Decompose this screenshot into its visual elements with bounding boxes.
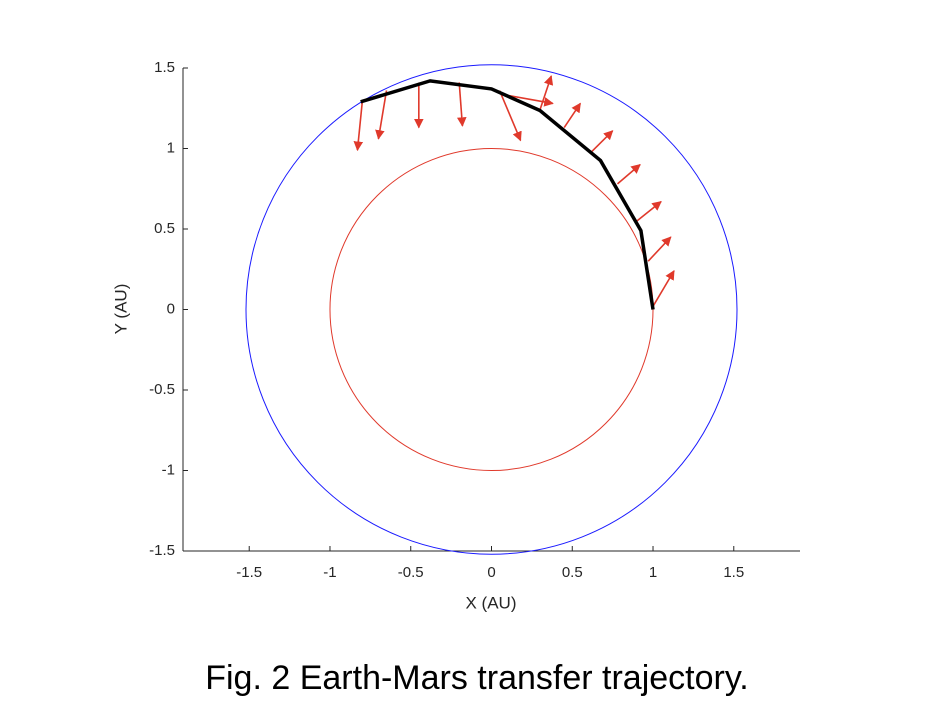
y-axis-label: Y (AU) [111, 284, 130, 335]
thrust-arrow [647, 236, 672, 262]
thrust-arrow [456, 82, 467, 127]
x-tick-label: -1.5 [236, 564, 262, 581]
thrust-arrow [616, 163, 641, 185]
x-tick-label: 0.5 [562, 564, 583, 581]
thrust-arrow [539, 75, 554, 111]
thrust-arrow [375, 90, 388, 140]
y-tick-label: -0.5 [149, 381, 175, 398]
thrust-arrow [498, 90, 522, 142]
caption: Fig. 2 Earth-Mars transfer trajectory. [205, 659, 749, 697]
thrust-arrow [636, 201, 662, 222]
y-tick-label: -1 [162, 461, 175, 478]
x-tick-label: 1 [649, 564, 657, 581]
x-tick-label: 1.5 [723, 564, 744, 581]
y-tick-label: 1.5 [154, 59, 175, 76]
y-tick-label: 0 [167, 300, 175, 317]
thrust-arrow [563, 102, 582, 129]
x-tick-label: -1 [323, 564, 336, 581]
y-tick-label: -1.5 [149, 542, 175, 559]
y-tick-label: 0.5 [154, 220, 175, 237]
orbit [329, 148, 654, 471]
x-tick-label: 0 [487, 564, 495, 581]
y-tick-label: 1 [167, 139, 175, 156]
x-axis-label: X (AU) [466, 593, 517, 612]
orbit [245, 64, 738, 555]
thrust-arrow [353, 101, 364, 152]
x-tick-label: -0.5 [398, 564, 424, 581]
thrust-arrow [507, 94, 554, 107]
thrust-arrow [591, 130, 614, 153]
trajectory [360, 79, 655, 310]
thrust-arrow [652, 270, 675, 307]
